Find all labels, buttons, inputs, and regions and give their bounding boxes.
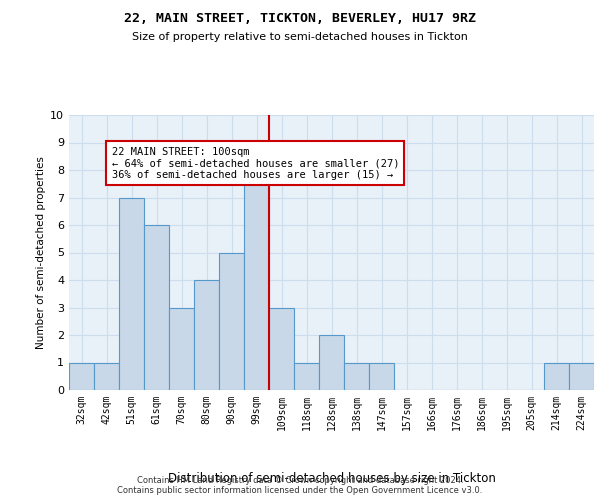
Bar [219,252,244,390]
Bar [569,362,594,390]
Bar [144,225,169,390]
Bar [544,362,569,390]
Bar [319,335,344,390]
Bar [294,362,319,390]
Bar [369,362,394,390]
Text: Contains HM Land Registry data © Crown copyright and database right 2024.
Contai: Contains HM Land Registry data © Crown c… [118,476,482,495]
Bar [119,198,144,390]
Bar [344,362,369,390]
X-axis label: Distribution of semi-detached houses by size in Tickton: Distribution of semi-detached houses by … [167,472,496,485]
Bar [244,170,269,390]
Bar [94,362,119,390]
Bar [169,308,194,390]
Text: 22 MAIN STREET: 100sqm
← 64% of semi-detached houses are smaller (27)
36% of sem: 22 MAIN STREET: 100sqm ← 64% of semi-det… [112,146,399,180]
Y-axis label: Number of semi-detached properties: Number of semi-detached properties [36,156,46,349]
Bar [194,280,219,390]
Text: Size of property relative to semi-detached houses in Tickton: Size of property relative to semi-detach… [132,32,468,42]
Bar [269,308,294,390]
Bar [69,362,94,390]
Text: 22, MAIN STREET, TICKTON, BEVERLEY, HU17 9RZ: 22, MAIN STREET, TICKTON, BEVERLEY, HU17… [124,12,476,26]
